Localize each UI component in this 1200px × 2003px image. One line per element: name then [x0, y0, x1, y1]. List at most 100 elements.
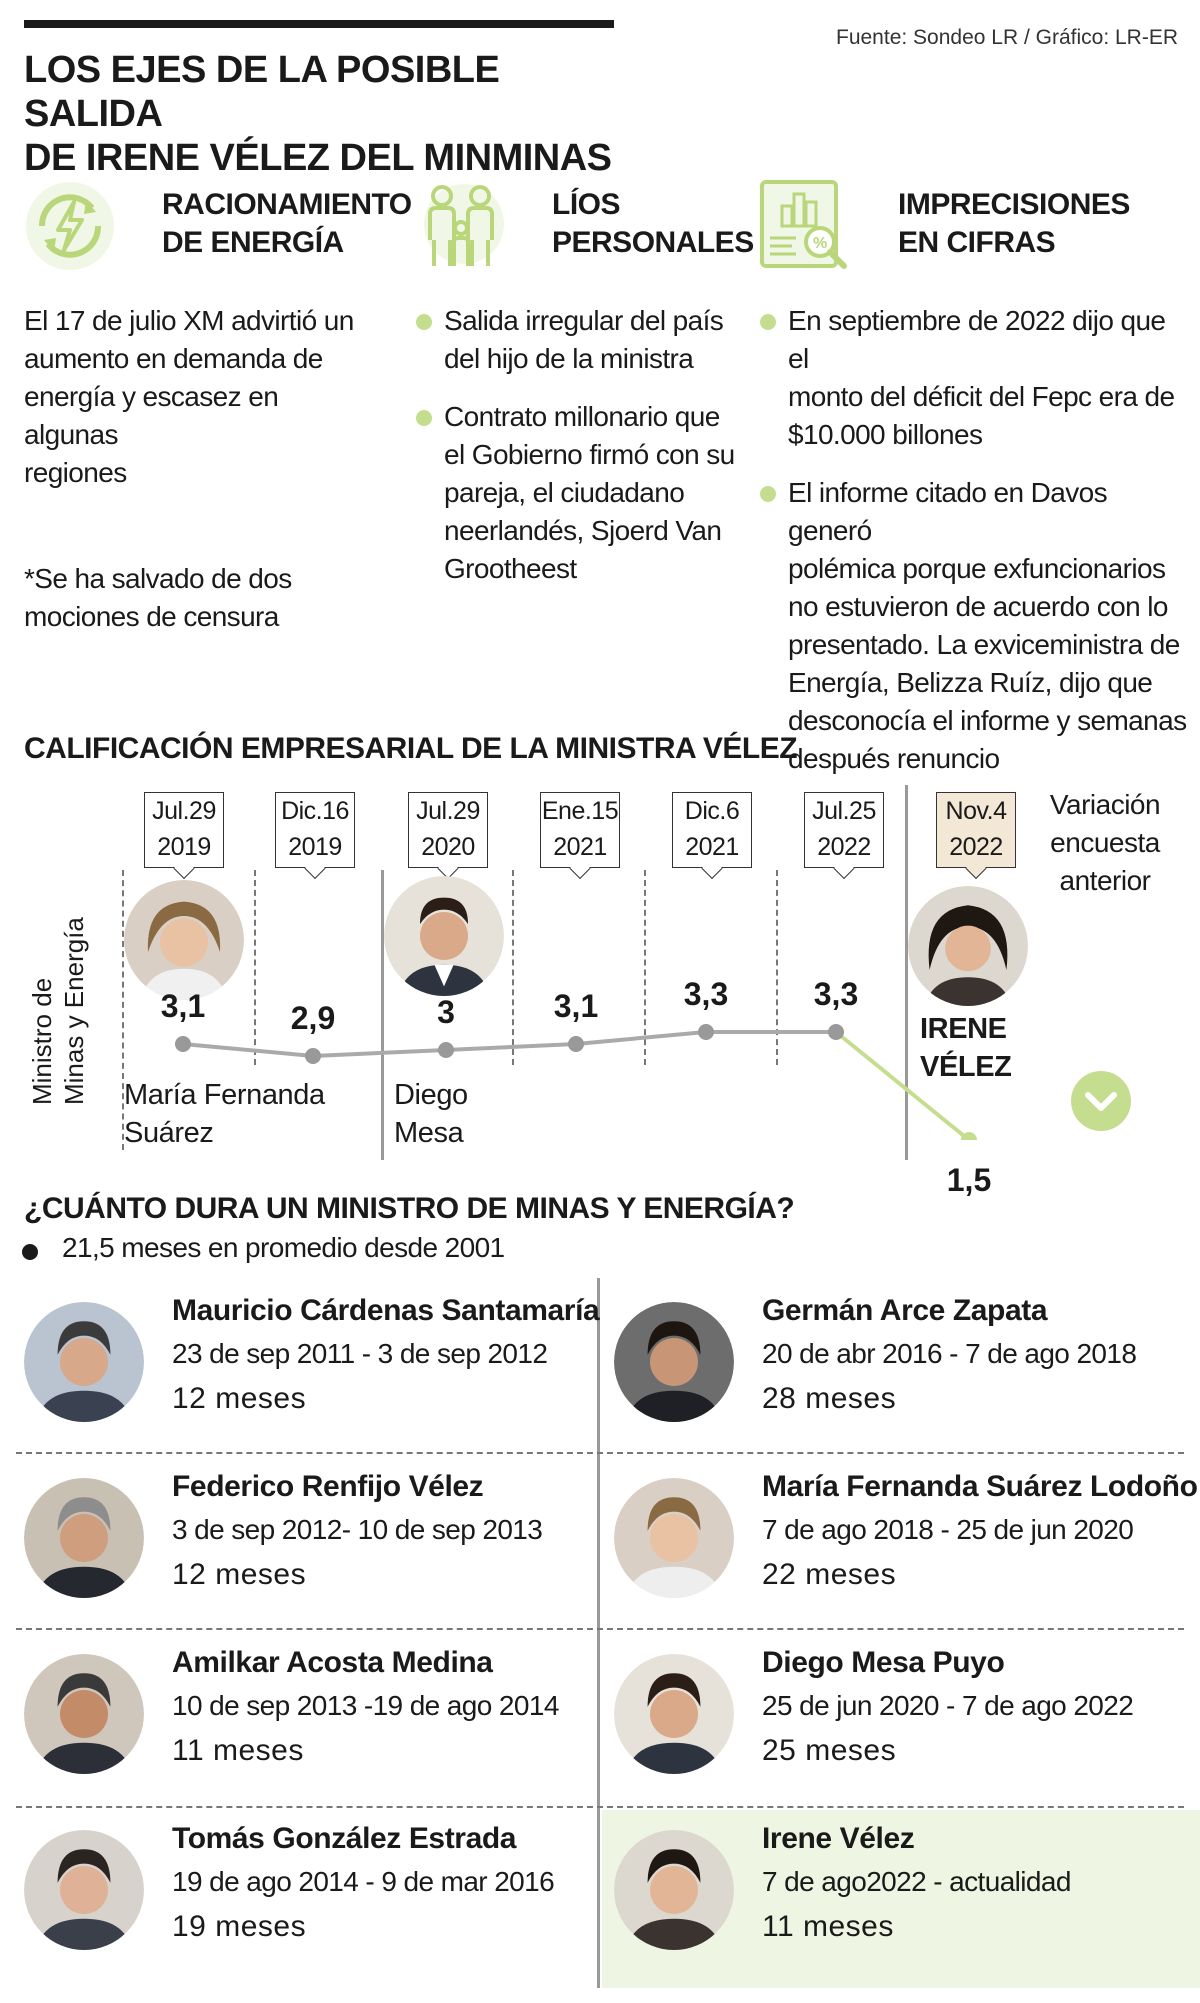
- col2-bullets: Salida irregular del país del hijo de la…: [414, 302, 754, 608]
- date-line: Ene.15: [541, 797, 619, 825]
- col1-text-line: energía y escasez en algunas: [24, 381, 279, 450]
- minister-name: María Fernanda Suárez Lodoño: [762, 1470, 1198, 1503]
- minister-divider: [381, 870, 384, 1160]
- note-line: *Se ha salvado de dos: [24, 563, 292, 594]
- title-line-1: LOS EJES DE LA POSIBLE SALIDA: [24, 49, 500, 135]
- minister-photo: [24, 1478, 144, 1598]
- date-line: Jul.29: [152, 797, 216, 825]
- page-title: LOS EJES DE LA POSIBLE SALIDA DE IRENE V…: [24, 48, 644, 180]
- date-line: Dic.16: [281, 797, 349, 825]
- col3-bullet-2: El informe citado en Davos generó polémi…: [758, 474, 1188, 778]
- chart-value-label: 3,3: [683, 976, 729, 1012]
- censure-note: *Se ha salvado de dos mociones de censur…: [24, 560, 292, 636]
- date-line: Dic.6: [684, 797, 740, 825]
- minister-photo: [614, 1830, 734, 1950]
- date-label: Ene.15 2021: [540, 792, 620, 868]
- col2-bullet-1: Salida irregular del país del hijo de la…: [414, 302, 754, 378]
- chart-value-label: 3: [437, 994, 455, 1030]
- chart-segment: [834, 1030, 971, 1140]
- col1-text: El 17 de julio XM advirtió un aumento en…: [24, 302, 364, 492]
- row-divider: [16, 1806, 1184, 1808]
- variation-legend: Variación encuesta anterior: [1040, 786, 1170, 900]
- minister-photo: [24, 1302, 144, 1422]
- bullet-dot: [22, 1244, 38, 1260]
- col1-text-line: regiones: [24, 457, 127, 488]
- rating-section-title: CALIFICACIÓN EMPRESARIAL DE LA MINISTRA …: [24, 732, 798, 765]
- bullet-line: Energía, Belizza Ruíz, dijo que: [788, 667, 1153, 698]
- minister-dates: 3 de sep 2012- 10 de sep 2013: [172, 1514, 543, 1545]
- date-line: 2019: [157, 833, 211, 861]
- minister-dates: 7 de ago2022 - actualidad: [762, 1866, 1071, 1897]
- bullet-line: $10.000 billones: [788, 419, 983, 450]
- chart-point: [568, 1036, 584, 1052]
- bullet-line: polémica porque exfuncionarios: [788, 553, 1166, 584]
- minister-duration: 12 meses: [172, 1382, 307, 1415]
- bullet-line: pareja, el ciudadano: [444, 477, 685, 508]
- chart-point: [698, 1024, 714, 1040]
- col2-title-line-1: LÍOS: [552, 188, 621, 221]
- chart-point: [828, 1024, 844, 1040]
- chart-value-label: 2,9: [290, 1000, 336, 1036]
- minister-dates: 23 de sep 2011 - 3 de sep 2012: [172, 1338, 548, 1369]
- chart-minister-line: Mesa: [394, 1117, 464, 1149]
- bullet-line: En septiembre de 2022 dijo que el: [788, 305, 1166, 374]
- bullet-line: Salida irregular del país: [444, 305, 724, 336]
- average-duration: 21,5 meses en promedio desde 2001: [62, 1232, 505, 1263]
- minister-duration: 12 meses: [172, 1558, 307, 1591]
- chart-point: [305, 1048, 321, 1064]
- row-divider: [16, 1452, 1184, 1454]
- timeline-divider: [776, 870, 778, 1065]
- minister-divider: [905, 785, 908, 1160]
- minister-name: Amilkar Acosta Medina: [172, 1646, 493, 1679]
- col2-title: LÍOS PERSONALES: [552, 186, 754, 262]
- date-line: Jul.29: [416, 797, 480, 825]
- bullet-line: después renuncio: [788, 743, 1000, 774]
- chart-value-label: 3,1: [160, 988, 206, 1024]
- variation-line: anterior: [1059, 865, 1151, 896]
- minister-duration: 25 meses: [762, 1734, 897, 1767]
- source-credit: Fuente: Sondeo LR / Gráfico: LR-ER: [836, 26, 1178, 49]
- minister-dates: 25 de jun 2020 - 7 de ago 2022: [762, 1690, 1134, 1721]
- minister-dates: 20 de abr 2016 - 7 de ago 2018: [762, 1338, 1137, 1369]
- col1-text-line: aumento en demanda de: [24, 343, 323, 374]
- avatar-irene-velez: [908, 886, 1028, 1006]
- minister-dates: 10 de sep 2013 -19 de ago 2014: [172, 1690, 559, 1721]
- svg-text:%: %: [813, 235, 827, 252]
- bullet-line: presentado. La exviceministra de: [788, 629, 1180, 660]
- minister-dates: 7 de ago 2018 - 25 de jun 2020: [762, 1514, 1134, 1545]
- grid-center-divider: [597, 1278, 600, 1988]
- col2-bullet-2: Contrato millonario que el Gobierno firm…: [414, 398, 754, 588]
- minister-duration: 22 meses: [762, 1558, 897, 1591]
- chart-value-label: 3,1: [553, 988, 599, 1024]
- bullet-line: el Gobierno firmó con su: [444, 439, 735, 470]
- bullet-line: neerlandés, Sjoerd Van: [444, 515, 722, 546]
- title-line-2: DE IRENE VÉLEZ DEL MINMINAS: [24, 137, 612, 179]
- col1-title: RACIONAMIENTO DE ENERGÍA: [162, 186, 412, 262]
- date-line: 2021: [553, 833, 607, 861]
- minister-photo: [614, 1302, 734, 1422]
- bullet-line: El informe citado en Davos generó: [788, 477, 1108, 546]
- chart-segment: [445, 1042, 577, 1052]
- date-label: Dic.16 2019: [275, 792, 355, 868]
- minister-name: Tomás González Estrada: [172, 1822, 517, 1855]
- col3-title-line-2: EN CIFRAS: [898, 226, 1056, 259]
- col2-title-line-2: PERSONALES: [552, 226, 754, 259]
- chart-minister-1: María Fernanda Suárez: [124, 1076, 325, 1152]
- chart-point: [175, 1036, 191, 1052]
- date-label: Jul.29 2019: [144, 792, 224, 868]
- col3-title-line-1: IMPRECISIONES: [898, 188, 1130, 221]
- minister-duration: 19 meses: [172, 1910, 307, 1943]
- timeline-divider: [512, 870, 514, 1065]
- timeline-divider: [254, 870, 256, 1065]
- chart-minister-line: María Fernanda: [124, 1079, 325, 1111]
- date-line: 2022: [817, 833, 871, 861]
- date-label-latest: Nov.4 2022: [936, 792, 1016, 868]
- top-rule: [24, 20, 614, 28]
- date-line: 2019: [288, 833, 342, 861]
- chevron-down-circle-icon: [1070, 1070, 1132, 1132]
- col1-title-line-2: DE ENERGÍA: [162, 226, 344, 259]
- minister-dates: 19 de ago 2014 - 9 de mar 2016: [172, 1866, 555, 1897]
- row-divider: [16, 1628, 1184, 1630]
- chart-minister-line: IRENE: [920, 1013, 1007, 1045]
- avatar-diego-mesa: [384, 876, 504, 996]
